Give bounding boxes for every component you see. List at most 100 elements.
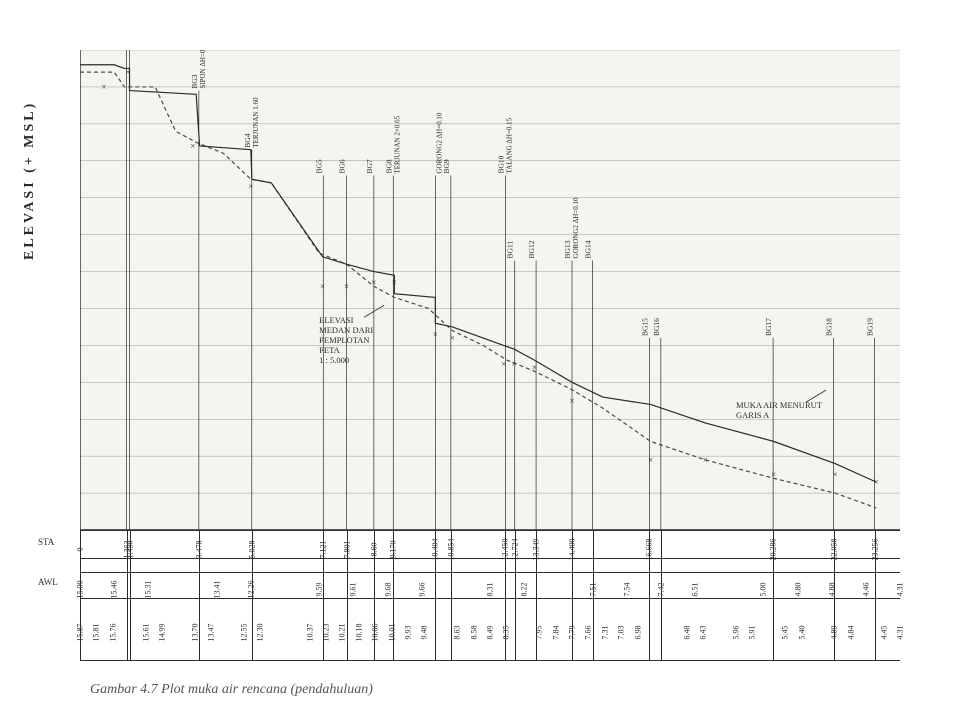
svg-text:×: ×	[190, 141, 195, 151]
svg-text:SIPON ΔH=0.70: SIPON ΔH=0.70	[199, 50, 207, 89]
elev-value: 5.40	[797, 618, 806, 648]
table-vline	[127, 530, 128, 660]
elev-value: 8.63	[453, 618, 462, 648]
table-vline	[572, 530, 573, 660]
elev-value: 4.45	[879, 618, 888, 648]
svg-text:×: ×	[648, 455, 653, 465]
elev-value: 4.84	[846, 618, 855, 648]
svg-text:BG11: BG11	[506, 241, 515, 259]
y-axis-label: ELEVASI (+ MSL)	[22, 101, 38, 260]
svg-text:×: ×	[248, 182, 253, 192]
svg-text:×: ×	[392, 278, 397, 288]
svg-text:BG15: BG15	[640, 318, 649, 336]
table-vline	[347, 530, 348, 660]
table-vline	[130, 530, 131, 660]
elev-value: 13.47	[207, 618, 216, 648]
svg-text:BG10: BG10	[496, 155, 505, 173]
table-vline	[393, 530, 394, 660]
svg-text:×: ×	[532, 363, 537, 373]
table-vline	[536, 530, 537, 660]
elev-value: 5.91	[748, 618, 757, 648]
elev-value: 9.93	[404, 618, 413, 648]
table-vline	[773, 530, 774, 660]
table-vline	[323, 530, 324, 660]
table-vline	[199, 530, 200, 660]
elev-value: 7.84	[551, 618, 560, 648]
elev-value: 6.48	[682, 618, 691, 648]
svg-text:×: ×	[703, 455, 708, 465]
svg-text:×: ×	[771, 470, 776, 480]
table-vline	[451, 530, 452, 660]
svg-text:TERJUNAN 1.60: TERJUNAN 1.60	[252, 97, 260, 148]
svg-text:BG3: BG3	[190, 74, 199, 88]
table-rule	[80, 572, 900, 573]
elev-value: 15.76	[108, 618, 117, 648]
svg-text:×: ×	[450, 333, 455, 343]
svg-text:BG17: BG17	[764, 318, 773, 336]
elev-value: 12.30	[256, 618, 265, 648]
table-vline	[374, 530, 375, 660]
svg-text:TALANG ΔH=0.15: TALANG ΔH=0.15	[505, 117, 513, 173]
table-rule	[80, 660, 900, 661]
table-vline	[80, 530, 81, 660]
svg-text:BG18: BG18	[825, 318, 834, 336]
elev-value: 6.98	[633, 618, 642, 648]
table-vline	[875, 530, 876, 660]
awl-row: AWL 15.0015.4615.3113.4112.269.599.619.6…	[80, 575, 900, 597]
elev-value: 10.06	[371, 618, 380, 648]
table-vline	[593, 530, 594, 660]
svg-text:PETA: PETA	[319, 345, 340, 355]
table-vline	[505, 530, 506, 660]
svg-text:BG5: BG5	[314, 159, 323, 173]
table-rule	[80, 530, 900, 531]
profile-chart: 3.04.05.06.07.08.09.010.011.012.013.014.…	[80, 50, 900, 530]
elev-value: 5.45	[781, 618, 790, 648]
svg-text:BG14: BG14	[584, 240, 593, 258]
svg-text:×: ×	[874, 477, 879, 487]
station-row: STA 01.3631.4503.4785.0287.1217.8018.609…	[80, 535, 900, 557]
elev-value: 15.81	[92, 618, 101, 648]
elev-value: 10.01	[387, 618, 396, 648]
svg-text:BG19: BG19	[866, 318, 875, 336]
elev-value: 4.31	[896, 618, 905, 648]
table-vline	[252, 530, 253, 660]
awl-label: AWL	[38, 577, 58, 587]
svg-text:BG7: BG7	[365, 159, 374, 173]
elev-value: 8.58	[469, 618, 478, 648]
svg-text:BG16: BG16	[652, 318, 661, 336]
elev-value: 7.31	[600, 618, 609, 648]
svg-text:BG13: BG13	[563, 240, 572, 258]
svg-text:×: ×	[344, 281, 349, 291]
data-rows: 15.8715.8115.7615.6114.9913.7013.4712.55…	[80, 600, 900, 660]
elev-value: 10.37	[305, 618, 314, 648]
elev-value: 5.96	[732, 618, 741, 648]
table-vline	[515, 530, 516, 660]
elev-value: 14.99	[158, 618, 167, 648]
elev-value: 8.35	[502, 618, 511, 648]
svg-text:×: ×	[101, 82, 106, 92]
svg-text:BG4: BG4	[243, 133, 252, 147]
table-vline	[834, 530, 835, 660]
table-vline	[435, 530, 436, 660]
sta-label: STA	[38, 537, 54, 547]
elev-value: 6.43	[699, 618, 708, 648]
elev-value: 10.18	[354, 618, 363, 648]
svg-text:×: ×	[511, 359, 516, 369]
figure-caption: Gambar 4.7 Plot muka air rencana (pendah…	[90, 682, 373, 698]
elev-value: 7.03	[617, 618, 626, 648]
table-rule	[80, 598, 900, 599]
elev-value: 9.48	[420, 618, 429, 648]
svg-text:×: ×	[501, 359, 506, 369]
table-vline	[661, 530, 662, 660]
svg-text:×: ×	[371, 278, 376, 288]
table-rule	[80, 558, 900, 559]
svg-text:TERJUNAN 2×0.65: TERJUNAN 2×0.65	[393, 115, 401, 173]
svg-text:ELEVASI: ELEVASI	[319, 315, 353, 325]
svg-text:GORONG2 ΔH=0.10: GORONG2 ΔH=0.10	[572, 197, 580, 258]
table-vline	[649, 530, 650, 660]
svg-text:BG9: BG9	[442, 159, 451, 173]
svg-text:BG8: BG8	[384, 159, 393, 173]
svg-text:BG12: BG12	[527, 240, 536, 258]
svg-text:×: ×	[125, 67, 130, 77]
svg-text:×: ×	[833, 470, 838, 480]
